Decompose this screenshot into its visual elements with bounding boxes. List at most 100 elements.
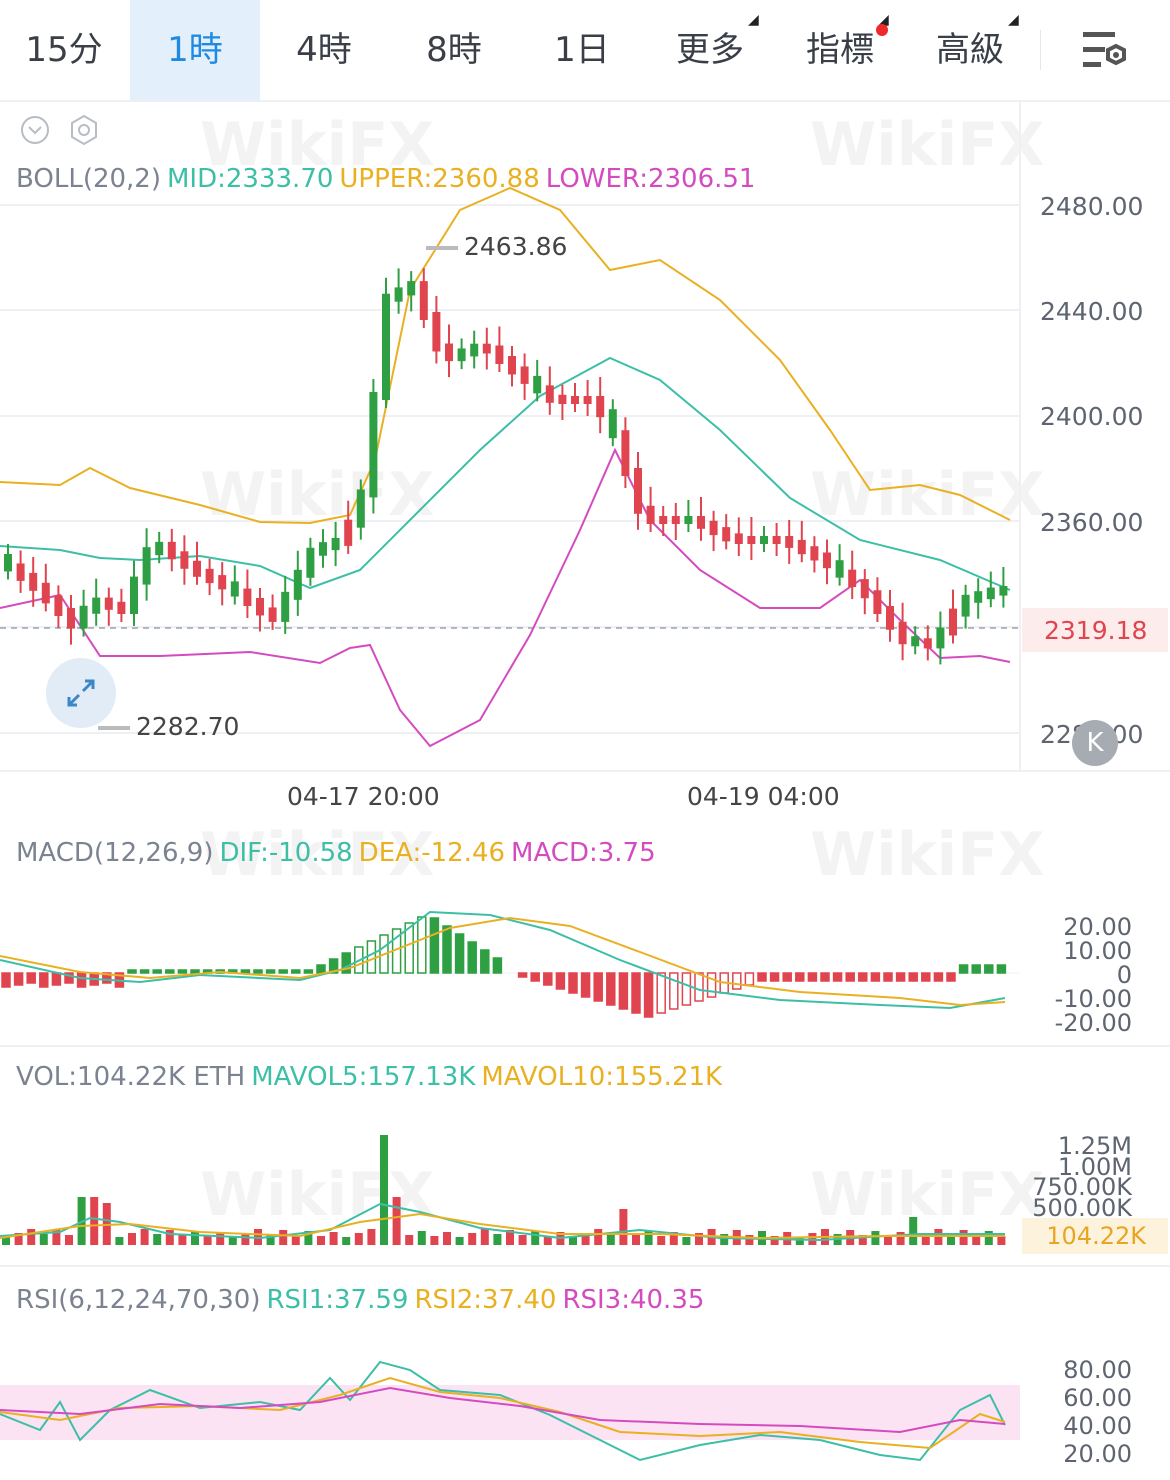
macd-histogram-bar: [971, 964, 981, 974]
volume-bar: [858, 1235, 867, 1245]
macd-histogram-bar: [732, 972, 742, 990]
macd-histogram-bar: [265, 969, 276, 974]
volume-chart[interactable]: [0, 1100, 1170, 1260]
collapse-icon[interactable]: [20, 115, 50, 145]
macd-histogram-bar: [555, 972, 566, 990]
time-label: 04-17 20:00: [287, 782, 440, 811]
tab-1d[interactable]: 1日: [520, 0, 644, 100]
volume-bar: [972, 1235, 981, 1245]
volume-bar: [266, 1234, 275, 1245]
volume-bar: [934, 1229, 943, 1245]
rsi-chart[interactable]: [0, 1340, 1170, 1480]
tab-more[interactable]: 更多 ◢: [660, 0, 760, 100]
volume-bar: [27, 1229, 36, 1245]
volume-bar: [896, 1232, 905, 1245]
volume-bar: [745, 1235, 754, 1245]
volume-bar: [594, 1229, 603, 1245]
price-axis-label: 2440.00: [1040, 297, 1144, 326]
candle-body: [16, 563, 25, 581]
caret-icon: ◢: [878, 12, 889, 28]
zoom-button[interactable]: [46, 658, 116, 728]
chart-settings-icon[interactable]: [1080, 28, 1130, 72]
volume-bar: [417, 1231, 426, 1245]
macd-histogram-bar: [757, 972, 767, 982]
candle-body: [659, 516, 668, 524]
candle-body: [344, 519, 353, 546]
tab-4h[interactable]: 4時: [262, 0, 386, 100]
volume-bar: [909, 1217, 918, 1245]
candle-body: [268, 607, 277, 622]
candle-body: [709, 520, 718, 536]
boll-mid: MID:2333.70: [167, 164, 334, 194]
macd-histogram-bar: [316, 964, 326, 974]
candle-body: [205, 568, 214, 584]
macd-histogram-bar: [858, 972, 868, 982]
tab-label: 8時: [426, 30, 482, 70]
macd-histogram-bar: [593, 972, 603, 1002]
volume-bar: [455, 1237, 464, 1245]
macd-histogram-bar: [681, 972, 692, 1006]
rsi-band: [0, 1385, 1020, 1440]
candle-body: [356, 489, 365, 528]
candle-body: [810, 546, 819, 561]
macd-name: MACD(12,26,9): [16, 838, 214, 868]
tab-1h[interactable]: 1時: [130, 0, 260, 100]
candle-body: [772, 536, 781, 544]
volume-bar: [997, 1236, 1006, 1245]
macd-histogram-bar: [795, 972, 805, 982]
volume-bar: [443, 1232, 451, 1245]
macd-histogram-bar: [278, 969, 288, 974]
macd-histogram-bar: [580, 972, 591, 998]
candle-body: [331, 537, 340, 551]
rsi-legend: RSI(6,12,24,70,30) RSI1:37.59 RSI2:37.40 RS…: [16, 1285, 710, 1315]
macd-axis-label: -20.00: [1054, 1009, 1132, 1037]
vol-axis-label: 1.25M: [1057, 1132, 1132, 1160]
macd-histogram-bar: [631, 972, 641, 1014]
macd-histogram-bar: [895, 972, 906, 982]
volume-bar: [354, 1233, 363, 1245]
volume-bar: [518, 1235, 527, 1245]
candle-body: [999, 586, 1008, 596]
volume-bar: [304, 1231, 313, 1245]
macd-histogram-bar: [152, 969, 162, 974]
candle-body: [394, 287, 403, 302]
macd-histogram-bar: [946, 972, 956, 982]
macd-chart[interactable]: [0, 860, 1170, 1050]
macd-histogram-bar: [694, 972, 704, 1002]
candle-body: [382, 293, 390, 400]
tab-indicators[interactable]: 指標 ◢: [790, 0, 890, 100]
tab-advanced[interactable]: 高級 ◢: [920, 0, 1020, 100]
tab-15m[interactable]: 15分: [0, 0, 128, 100]
volume-bar: [795, 1237, 804, 1245]
caret-icon: ◢: [1008, 12, 1019, 28]
macd-legend: MACD(12,26,9) DIF:-10.58 DEA:-12.46 MACD:3.…: [16, 838, 662, 868]
watermark: WikiFX: [810, 1160, 1045, 1230]
candle-body: [180, 551, 189, 569]
settings-hexagon-icon[interactable]: [68, 114, 100, 146]
candle-body: [873, 590, 882, 614]
macd-histogram-bar: [492, 957, 503, 974]
volume-bar: [644, 1231, 653, 1245]
macd-histogram-bar: [379, 934, 389, 974]
macd-histogram-bar: [656, 972, 666, 1014]
volume-bar: [367, 1229, 376, 1245]
current-price-label: 2319.18: [1044, 616, 1148, 645]
volume-bar: [115, 1237, 124, 1245]
candle-body: [898, 621, 907, 645]
macd-histogram-bar: [706, 972, 717, 998]
macd-histogram-bar: [606, 972, 616, 1006]
vol-axis-label: 750.00K: [1032, 1173, 1132, 1201]
tab-label: 1日: [554, 30, 610, 70]
macd-histogram-bar: [139, 969, 150, 974]
tab-8h[interactable]: 8時: [390, 0, 518, 100]
macd-histogram-bar: [480, 949, 490, 974]
rsi-1: RSI1:37.59: [266, 1285, 409, 1315]
candlestick-chart[interactable]: [0, 100, 1170, 770]
macd-dea-line: [0, 916, 1006, 1007]
macd-histogram-bar: [618, 972, 629, 1010]
price-axis-label: 2400.00: [1040, 402, 1144, 431]
rsi-axis-label: 60.00: [1063, 1384, 1132, 1412]
watermark: WikiFX: [200, 460, 435, 530]
candle-body: [67, 608, 75, 629]
k-button[interactable]: K: [1072, 720, 1118, 766]
